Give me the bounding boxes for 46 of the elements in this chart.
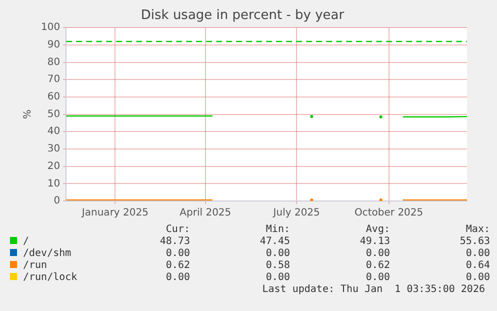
text: 0.00 (264, 272, 290, 284)
x-tick-label: October 2025 (354, 208, 424, 219)
text: 0.62 (164, 260, 190, 272)
point (310, 198, 314, 201)
text: Cur: (164, 224, 190, 236)
text: 0.00 (464, 272, 490, 284)
y-tick-label: 20 (47, 160, 60, 172)
text: 48.73 (158, 236, 190, 248)
text: 0.00 (364, 248, 390, 260)
y-tick-label: 10 (47, 178, 60, 190)
point (379, 198, 382, 201)
text: 0.62 (364, 260, 390, 272)
legend-label: /run/lock (22, 272, 78, 284)
legend-label: /run (22, 260, 48, 272)
y-tick-label: 100 (40, 22, 60, 34)
y-tick-label: 40 (47, 126, 60, 138)
text: 47.45 (258, 236, 290, 248)
x-tick-label: July 2025 (272, 208, 320, 219)
y-tick-label: 80 (47, 56, 60, 68)
y-axis-title: % (22, 110, 34, 120)
x-tick-label: January 2025 (80, 208, 148, 219)
text: 49.13 (358, 236, 390, 248)
text: Avg: (364, 224, 390, 236)
y-tick-label: 0 (54, 196, 60, 207)
text: 0.00 (264, 248, 290, 260)
legend-label: / (22, 236, 30, 248)
text: Max: (464, 224, 490, 236)
point (379, 115, 382, 118)
chart-title: Disk usage in percent - by year (140, 8, 345, 24)
text: Last update: Thu Jan 1 03:35:00 2026 (262, 284, 485, 295)
y-tick-label: 70 (47, 74, 60, 86)
text: Min: (264, 224, 290, 236)
text: 55.63 (458, 236, 490, 248)
y-tick-label: 60 (47, 92, 60, 103)
text: 0.00 (464, 248, 490, 260)
y-tick-label: 30 (47, 144, 60, 155)
text: 0.00 (364, 272, 390, 284)
legend-label: /dev/shm (22, 248, 72, 260)
y-tick-label: 50 (47, 108, 60, 120)
text: 0.00 (164, 272, 190, 284)
y-tick-label: 90 (47, 40, 60, 51)
text: 0.58 (264, 260, 290, 272)
x-tick-label: April 2025 (180, 208, 232, 219)
text: 0.00 (164, 248, 190, 260)
point (310, 115, 314, 118)
text: 0.64 (464, 260, 490, 272)
